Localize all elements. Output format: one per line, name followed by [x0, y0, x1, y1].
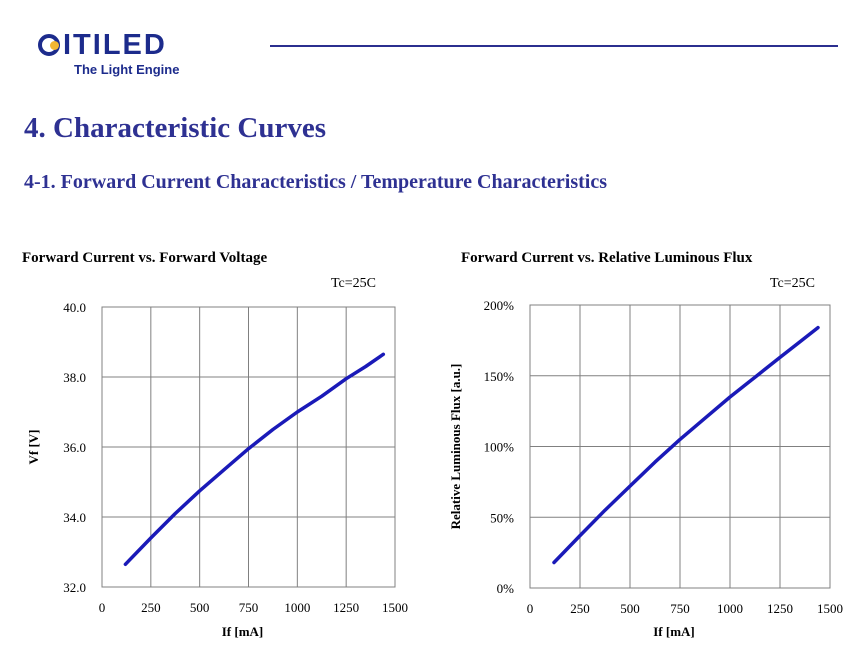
chart2-ytick-label: 200%	[484, 298, 515, 313]
logo-tagline: The Light Engine	[74, 62, 180, 77]
chart1-ylabel: Vf [V]	[26, 429, 41, 464]
chart2-xtick-label: 250	[570, 601, 590, 616]
chart2-xtick-label: 1250	[767, 601, 793, 616]
chart2-ytick-label: 0%	[497, 581, 515, 596]
chart1-ytick-label: 32.0	[63, 580, 86, 595]
chart1-ytick-label: 38.0	[63, 370, 86, 385]
chart2-xtick-label: 0	[527, 601, 534, 616]
chart2-condition: Tc=25C	[770, 276, 815, 291]
chart1-xtick-label: 1500	[382, 600, 408, 615]
chart1-plot-frame	[101, 306, 396, 588]
chart1-condition: Tc=25C	[331, 276, 376, 291]
logo-ring-icon	[38, 34, 60, 56]
chart1-title: Forward Current vs. Forward Voltage	[22, 250, 267, 266]
chart1-ytick-label: 36.0	[63, 440, 86, 455]
chart2-xtick-label: 1000	[717, 601, 743, 616]
chart2-plot-frame	[529, 304, 831, 589]
chart1-ytick-label: 34.0	[63, 510, 86, 525]
chart1-xlabel: If [mA]	[222, 624, 264, 639]
chart1-xtick-label: 1000	[284, 600, 310, 615]
chart2-xtick-label: 750	[670, 601, 690, 616]
chart1-xtick-label: 1250	[333, 600, 359, 615]
chart2-title: Forward Current vs. Relative Luminous Fl…	[461, 250, 753, 266]
chart1-xtick-label: 250	[141, 600, 161, 615]
chart1-ytick-label: 40.0	[63, 300, 86, 315]
chart2-ylabel: Relative Luminous Flux [a.u.]	[448, 364, 463, 530]
header-rule	[270, 45, 838, 47]
chart2-xtick-label: 500	[620, 601, 640, 616]
chart2-xlabel: If [mA]	[653, 624, 695, 639]
logo-text: ITILED	[63, 29, 167, 61]
chart2-series-line	[552, 325, 820, 565]
chart2-ytick-label: 50%	[490, 510, 514, 525]
chart1-series-line	[123, 352, 386, 567]
chart2-xtick-label: 1500	[817, 601, 843, 616]
chart1-xtick-label: 0	[99, 600, 106, 615]
chart2-ytick-label: 150%	[484, 369, 515, 384]
section-title: 4. Characteristic Curves	[24, 112, 326, 144]
section-subtitle: 4-1. Forward Current Characteristics / T…	[24, 171, 608, 193]
chart1-xtick-label: 750	[239, 600, 259, 615]
brand-logo: ITILED The Light Engine	[38, 30, 179, 77]
chart2-ytick-label: 100%	[484, 440, 515, 455]
chart1-xtick-label: 500	[190, 600, 210, 615]
